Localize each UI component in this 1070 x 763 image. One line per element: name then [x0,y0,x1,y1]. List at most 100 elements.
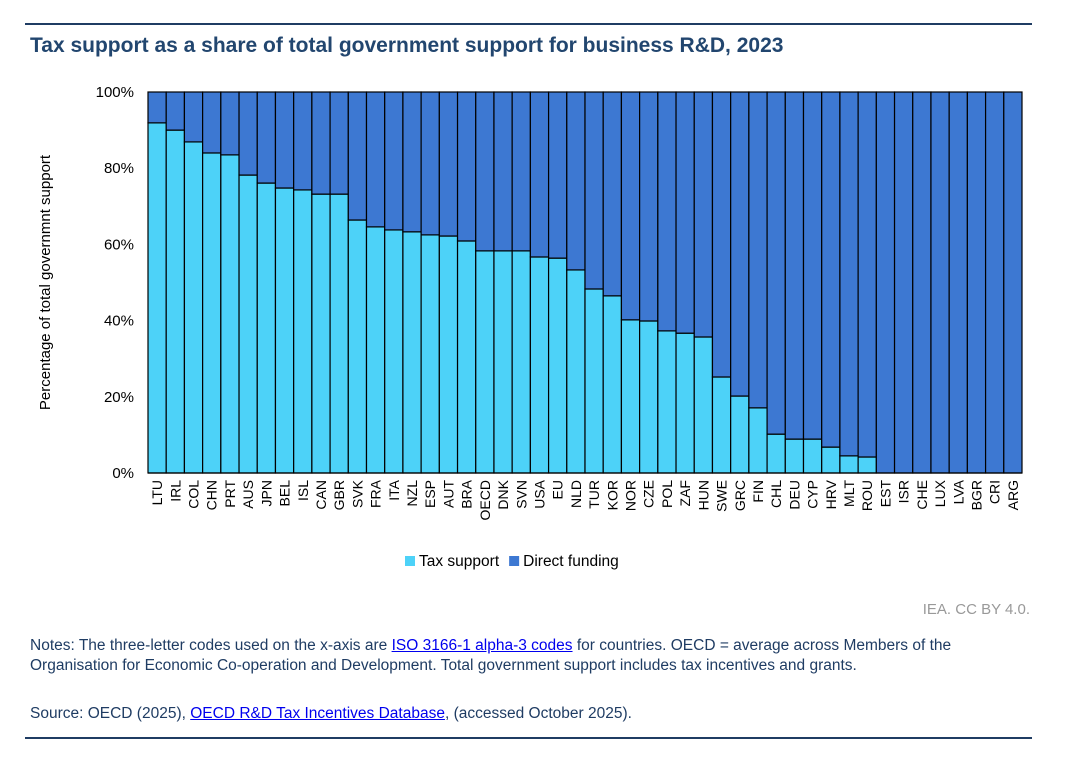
bar-direct-eu [547,91,568,259]
bar-tax-oecd [475,250,495,474]
bar-direct-irl [165,91,186,131]
x-tick-label: FRA [368,479,384,508]
bar-tax-nld [566,269,586,474]
x-tick-label: TUR [586,480,602,509]
x-tick-label: ARG [1005,480,1021,510]
bar-tax-fin [748,407,768,474]
x-tick-label: KOR [604,480,620,510]
notes: Notes: The three-letter codes used on th… [30,636,1020,676]
notes-prefix: Notes: The three-letter codes used on th… [30,637,392,654]
bar-tax-aus [238,174,258,474]
x-tick-label: CHL [768,480,784,508]
bar-direct-isl [293,91,313,191]
x-tick-label: HRV [823,479,839,509]
bar-direct-fra [365,91,386,228]
bar-tax-chl [766,433,786,474]
bar-direct-chn [202,91,222,154]
bar-tax-swe [711,376,732,474]
x-tick-label: CYP [805,480,821,509]
bar-direct-hun [693,91,714,338]
x-tick-label: HUN [695,480,711,510]
y-tick-label: 40% [104,313,134,330]
bar-tax-esp [420,234,440,474]
bar-tax-fra [365,226,386,474]
legend-label: Tax support [419,553,500,570]
bar-tax-grc [730,395,750,474]
bar-direct-ltu [147,91,167,124]
bar-direct-aut [438,91,459,237]
bar-direct-nzl [402,91,422,233]
bottom-rule [25,737,1032,739]
x-tick-label: NLD [568,480,584,508]
x-tick-label: DEU [786,480,802,510]
x-tick-label: PRT [222,480,238,508]
y-tick-label: 0% [112,465,134,482]
bar-direct-rou [857,91,877,458]
credit: IEA. CC BY 4.0. [922,601,1030,618]
x-tick-label: ISL [295,480,311,501]
bar-tax-nor [620,319,641,474]
x-tick-label: CZE [641,480,657,508]
bar-direct-bgr [966,91,987,474]
x-tick-label: ISR [896,480,912,503]
bar-tax-bra [456,240,477,474]
bar-tax-rou [857,456,877,474]
x-tick-label: IRL [167,480,183,502]
bar-direct-nor [620,91,641,321]
bar-direct-svn [511,91,531,252]
bar-tax-mlt [839,455,859,474]
source: Source: OECD (2025), OECD R&D Tax Incent… [30,705,632,723]
bar-direct-esp [420,91,440,236]
source-suffix: , (accessed October 2025). [444,705,632,722]
x-tick-label: CAN [313,480,329,510]
bar-direct-chl [766,91,786,435]
x-tick-label: EST [877,480,893,508]
bar-tax-zaf [675,332,695,474]
oecd-database-link[interactable]: OECD R&D Tax Incentives Database [190,705,445,722]
x-tick-label: DNK [495,479,511,509]
x-tick-label: BRA [459,479,475,508]
x-tick-label: ITA [386,479,402,500]
x-tick-label: CHN [204,480,220,510]
bar-tax-prt [220,154,240,474]
bar-direct-prt [220,91,240,156]
bar-tax-isl [293,189,313,474]
bar-tax-chn [202,152,222,474]
bar-direct-est [875,91,896,474]
bar-tax-svk [347,219,368,474]
x-tick-label: SWE [714,480,730,512]
bar-direct-zaf [675,91,695,334]
bar-direct-can [311,91,331,195]
bar-direct-nld [566,91,586,271]
x-tick-label: CHE [914,480,930,510]
bar-tax-can [311,193,331,474]
iso-codes-link[interactable]: ISO 3166-1 alpha-3 codes [391,637,573,654]
bar-direct-dnk [493,91,513,252]
bar-direct-svk [347,91,368,221]
bar-direct-grc [730,91,750,397]
x-tick-label: GRC [732,480,748,511]
y-tick-label: 100% [96,84,134,101]
bar-tax-gbr [329,193,349,474]
bar-direct-cyp [802,91,823,440]
legend-label: Direct funding [523,553,619,570]
bar-direct-swe [711,91,732,378]
x-tick-label: USA [531,479,547,508]
x-tick-label: LVA [950,479,966,504]
x-tick-label: NOR [623,480,639,511]
bar-tax-pol [657,330,677,474]
bar-tax-eu [547,257,568,474]
legend-swatch-tax [405,556,415,566]
bar-tax-aut [438,235,459,474]
bar-tax-hrv [821,446,841,474]
y-tick-label: 20% [104,389,134,406]
x-tick-label: ZAF [677,480,693,506]
bar-direct-lux [930,91,950,474]
x-tick-label: BGR [968,480,984,510]
bar-direct-lva [948,91,968,474]
x-tick-label: MLT [841,480,857,507]
bar-tax-usa [529,256,550,474]
bar-direct-jpn [256,91,277,184]
y-tick-label: 60% [104,236,134,253]
x-tick-label: NZL [404,480,420,507]
